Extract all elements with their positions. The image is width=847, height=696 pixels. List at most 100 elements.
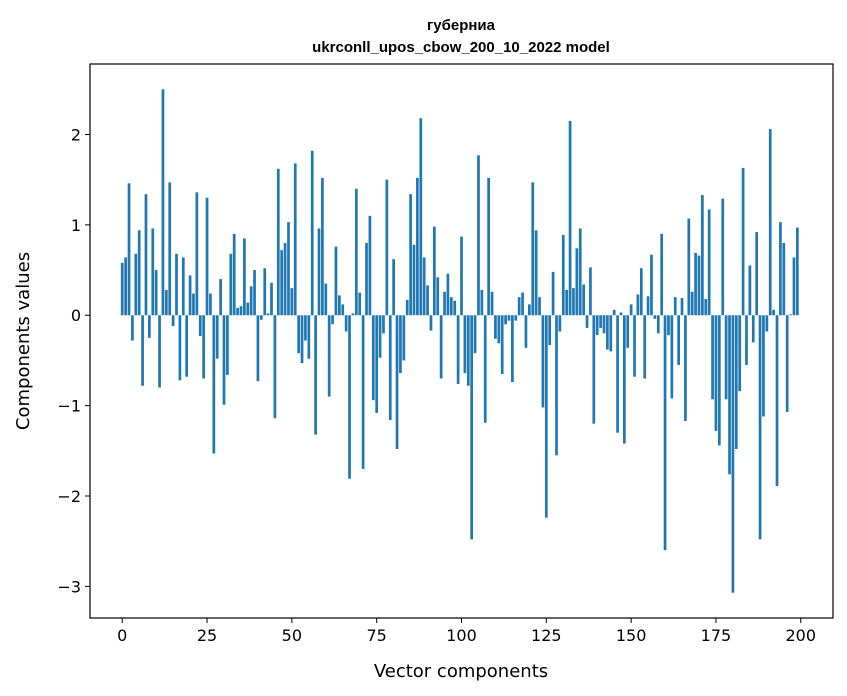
bar bbox=[154, 270, 158, 316]
bar bbox=[341, 304, 345, 316]
bar bbox=[745, 315, 748, 365]
bar bbox=[792, 257, 796, 316]
bar bbox=[734, 315, 738, 449]
bar bbox=[358, 292, 362, 316]
bar bbox=[575, 248, 579, 316]
bar bbox=[511, 315, 514, 383]
bar bbox=[616, 315, 619, 433]
bar bbox=[141, 315, 144, 386]
bar bbox=[568, 120, 572, 316]
bar bbox=[409, 194, 412, 316]
bar bbox=[544, 315, 548, 518]
bar bbox=[317, 228, 321, 316]
bar bbox=[609, 315, 613, 352]
bar bbox=[192, 293, 195, 316]
bar bbox=[531, 182, 535, 316]
bar bbox=[314, 315, 317, 435]
bar bbox=[198, 315, 202, 337]
bar bbox=[412, 244, 416, 316]
bar bbox=[751, 315, 755, 343]
bar bbox=[331, 315, 334, 325]
bar bbox=[487, 177, 490, 316]
bar bbox=[589, 267, 592, 316]
bar bbox=[212, 315, 216, 454]
bar bbox=[684, 315, 687, 421]
bar bbox=[514, 315, 518, 321]
bar bbox=[782, 242, 786, 316]
bar bbox=[202, 315, 206, 379]
x-tick-label: 25 bbox=[197, 626, 217, 645]
bar bbox=[338, 295, 341, 316]
bar bbox=[592, 315, 596, 424]
bar bbox=[680, 298, 684, 316]
bar bbox=[148, 315, 151, 338]
bar bbox=[219, 279, 222, 316]
bar bbox=[724, 315, 728, 400]
bar bbox=[195, 192, 199, 316]
bar bbox=[222, 315, 226, 405]
bar bbox=[470, 315, 474, 540]
y-tick-label: −1 bbox=[57, 397, 81, 416]
bar bbox=[280, 250, 284, 316]
bar bbox=[239, 306, 243, 316]
bar bbox=[236, 308, 239, 316]
bar bbox=[521, 292, 524, 316]
x-tick-label: 0 bbox=[117, 626, 127, 645]
bar bbox=[639, 268, 643, 316]
bar bbox=[297, 315, 300, 354]
bar bbox=[181, 257, 185, 316]
plot-frame bbox=[89, 63, 834, 619]
bar bbox=[433, 226, 436, 316]
bar bbox=[558, 315, 562, 332]
bar bbox=[249, 286, 253, 316]
bar bbox=[185, 315, 189, 377]
bar bbox=[646, 296, 650, 316]
bar bbox=[582, 284, 585, 316]
bar bbox=[463, 315, 467, 374]
bar bbox=[270, 282, 273, 316]
y-tick-label: 0 bbox=[71, 306, 81, 325]
bar bbox=[765, 315, 769, 332]
y-tick-label: −3 bbox=[57, 577, 81, 596]
bar bbox=[565, 289, 569, 316]
bar bbox=[738, 315, 742, 392]
chart-title: губерниа bbox=[427, 17, 496, 34]
bar bbox=[209, 293, 212, 316]
bar bbox=[670, 315, 674, 399]
bar bbox=[789, 314, 792, 316]
bar bbox=[656, 315, 660, 334]
bar bbox=[779, 222, 782, 316]
bar bbox=[507, 315, 511, 321]
bar bbox=[351, 313, 355, 316]
bar bbox=[653, 315, 657, 319]
bar bbox=[606, 315, 609, 350]
bar bbox=[555, 315, 558, 456]
bar bbox=[711, 315, 714, 400]
bar bbox=[701, 195, 704, 316]
x-tick-label: 100 bbox=[446, 626, 477, 645]
bar bbox=[429, 315, 433, 331]
bar bbox=[382, 315, 385, 334]
bar bbox=[327, 315, 331, 397]
bar bbox=[619, 312, 623, 316]
bar bbox=[497, 315, 501, 344]
bar bbox=[419, 118, 423, 316]
x-tick-label: 175 bbox=[701, 626, 732, 645]
bar bbox=[728, 315, 731, 475]
bar bbox=[460, 236, 463, 316]
bar bbox=[449, 297, 453, 316]
bar bbox=[714, 315, 718, 431]
bar bbox=[660, 233, 664, 316]
bar bbox=[578, 228, 582, 316]
bar bbox=[643, 315, 647, 379]
bar bbox=[572, 288, 575, 316]
bar bbox=[405, 299, 409, 316]
bar bbox=[494, 315, 497, 339]
bar bbox=[158, 315, 161, 388]
bar bbox=[307, 315, 311, 359]
bar bbox=[561, 234, 565, 316]
bar bbox=[755, 232, 759, 316]
bar bbox=[612, 309, 616, 316]
bar bbox=[205, 197, 209, 316]
